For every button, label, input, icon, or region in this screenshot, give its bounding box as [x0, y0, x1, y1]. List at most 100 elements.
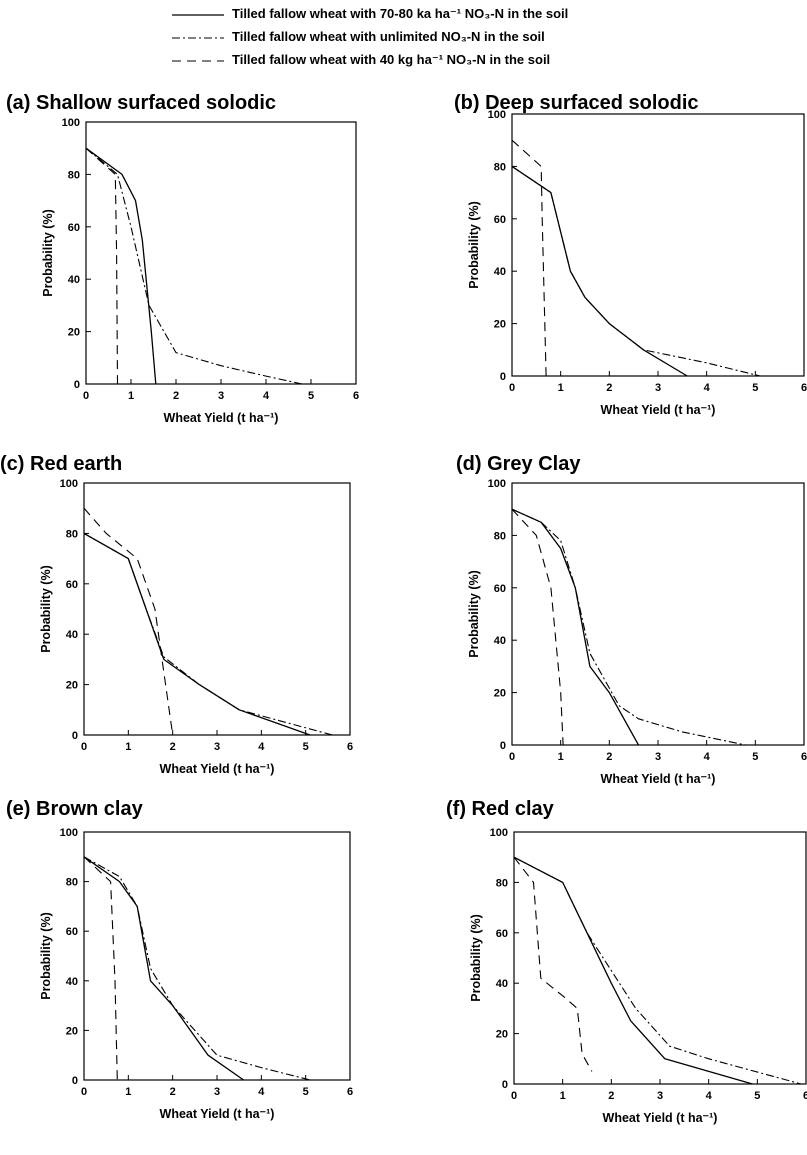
- series-dashed-e: [83, 856, 118, 1081]
- x-axis-title-f: Wheat Yield (t ha⁻¹): [603, 1111, 718, 1125]
- y-tick-label: 80: [66, 877, 78, 889]
- panel-title-e: (e) Brown clay: [6, 798, 143, 820]
- y-tick-label: 40: [68, 274, 80, 286]
- x-tick-label: 0: [511, 1090, 517, 1102]
- chart-panel-a: (a) Shallow surfaced solodic 0 1 2 3 4 5 6 0 20 4…: [6, 92, 376, 446]
- y-axis-title-a: Probability (%): [41, 209, 55, 297]
- x-tick-label: 0: [509, 382, 515, 394]
- legend-label-solid: Tilled fallow wheat with 70-80 ka ha⁻¹ N…: [232, 6, 569, 21]
- y-tick-label: 60: [68, 222, 80, 234]
- series-dash-dot-a: [85, 147, 303, 385]
- x-tick-label: 4: [704, 382, 711, 394]
- x-tick-label: 4: [704, 751, 711, 763]
- series-dash-dot-c: [83, 532, 333, 736]
- y-tick-label: 100: [60, 827, 78, 839]
- x-tick-label: 0: [81, 1086, 87, 1098]
- x-tick-label: 6: [801, 751, 807, 763]
- series-solid-f: [513, 856, 753, 1085]
- legend-item-dashed: Tilled fallow wheat with 40 kg ha⁻¹ NO₃-…: [170, 52, 730, 70]
- x-tick-label: 1: [125, 741, 131, 753]
- x-tick-label: 5: [308, 390, 314, 402]
- y-tick-label: 60: [496, 928, 508, 940]
- y-tick-label: 20: [66, 680, 78, 692]
- y-axis-title-f: Probability (%): [469, 914, 483, 1002]
- x-axis-title-a: Wheat Yield (t ha⁻¹): [164, 411, 279, 425]
- series-dash-dot-b: [511, 165, 761, 377]
- legend-swatch-dashed: [172, 60, 224, 62]
- y-tick-label: 80: [494, 530, 506, 542]
- x-tick-label: 1: [125, 1086, 131, 1098]
- y-tick-label: 80: [68, 169, 80, 181]
- x-tick-label: 3: [214, 741, 220, 753]
- plot-frame-e: [83, 831, 351, 1081]
- y-tick-label: 60: [66, 579, 78, 591]
- y-tick-label: 20: [66, 1025, 78, 1037]
- series-solid-e: [83, 856, 244, 1081]
- series-solid-b: [511, 165, 688, 377]
- series-solid-a: [85, 147, 157, 385]
- y-tick-label: 60: [66, 926, 78, 938]
- series-dash-dot-e: [83, 856, 311, 1081]
- y-tick-label: 40: [66, 976, 78, 988]
- x-tick-label: 0: [509, 751, 515, 763]
- y-axis-title-c: Probability (%): [39, 565, 53, 653]
- y-tick-label: 20: [494, 688, 506, 700]
- x-tick-label: 6: [801, 382, 807, 394]
- y-tick-label: 40: [496, 978, 508, 990]
- panel-title-d: (d) Grey Clay: [456, 453, 581, 475]
- plot-frame-b: [511, 113, 805, 377]
- x-tick-label: 5: [303, 1086, 309, 1098]
- x-tick-label: 1: [558, 751, 564, 763]
- y-tick-label: 100: [60, 478, 78, 490]
- x-tick-label: 1: [560, 1090, 566, 1102]
- y-tick-label: 60: [494, 214, 506, 226]
- x-tick-label: 1: [128, 390, 134, 402]
- y-tick-label: 20: [68, 327, 80, 339]
- y-tick-label: 20: [496, 1029, 508, 1041]
- x-tick-label: 2: [608, 1090, 614, 1102]
- y-tick-label: 100: [488, 109, 506, 121]
- x-tick-label: 3: [655, 382, 661, 394]
- y-tick-label: 80: [496, 877, 508, 889]
- y-axis-title-d: Probability (%): [467, 570, 481, 658]
- y-tick-label: 0: [500, 740, 506, 752]
- x-tick-label: 2: [606, 751, 612, 763]
- chart-panel-e: (e) Brown clay 0 1 2 3 4 5 6 0 20 40 60 80 100 Wheat …: [0, 798, 370, 1142]
- panel-title-f: (f) Red clay: [446, 798, 554, 820]
- x-tick-label: 0: [83, 390, 89, 402]
- y-tick-label: 100: [62, 117, 80, 129]
- x-tick-label: 6: [347, 1086, 353, 1098]
- x-axis-title-e: Wheat Yield (t ha⁻¹): [160, 1107, 275, 1121]
- x-tick-label: 4: [258, 741, 265, 753]
- panel-title-b: (b) Deep surfaced solodic: [454, 92, 699, 114]
- y-tick-label: 60: [494, 583, 506, 595]
- x-tick-label: 3: [655, 751, 661, 763]
- x-tick-label: 5: [754, 1090, 760, 1102]
- x-tick-label: 6: [347, 741, 353, 753]
- chart-panel-c: (c) Red earth 0 1 2 3 4 5 6 0 20 40 60 80 100 Wheat Y…: [0, 453, 370, 797]
- series-dashed-f: [513, 856, 593, 1072]
- series-solid-d: [511, 508, 640, 746]
- panel-title-a: (a) Shallow surfaced solodic: [6, 92, 277, 114]
- legend-item-dash-dot: Tilled fallow wheat with unlimited NO₃-N…: [170, 29, 730, 47]
- y-tick-label: 0: [72, 730, 78, 742]
- y-tick-label: 100: [490, 827, 508, 839]
- y-tick-label: 0: [500, 371, 506, 383]
- x-tick-label: 6: [803, 1090, 807, 1102]
- legend-label-dashed: Tilled fallow wheat with 40 kg ha⁻¹ NO₃-…: [232, 52, 551, 67]
- legend: Tilled fallow wheat with 70-80 ka ha⁻¹ N…: [170, 6, 730, 78]
- series-dash-dot-f: [513, 856, 802, 1085]
- plot-frame-c: [83, 482, 351, 736]
- x-tick-label: 5: [303, 741, 309, 753]
- y-tick-label: 80: [66, 528, 78, 540]
- chart-panel-f: (f) Red clay 0 1 2 3 4 5 6 0 20 40 60 80 100 Wheat Yi…: [446, 798, 807, 1146]
- series-solid-c: [83, 532, 311, 736]
- panel-title-c: (c) Red earth: [0, 453, 123, 475]
- x-tick-label: 2: [606, 382, 612, 394]
- x-tick-label: 4: [258, 1086, 265, 1098]
- y-tick-label: 80: [494, 161, 506, 173]
- series-dashed-b: [511, 139, 547, 377]
